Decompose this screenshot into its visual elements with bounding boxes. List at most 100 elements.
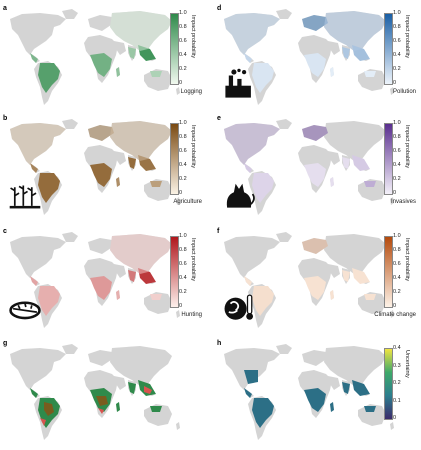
land-na	[224, 236, 280, 278]
land-nz	[176, 87, 180, 95]
land-arab	[114, 376, 126, 390]
globe-thermometer-icon	[224, 294, 254, 320]
impact-region-asia	[110, 234, 172, 274]
impact-region-afr	[304, 53, 326, 77]
colorbar-tick-label: 0.4	[179, 275, 187, 281]
impact-region-ca	[244, 163, 252, 173]
colorbar-tick-label: 0.6	[179, 38, 187, 44]
colorbar-title: Impact probability	[190, 15, 196, 59]
land-aus	[144, 292, 172, 314]
land-nz	[390, 310, 394, 318]
impact-region-sea	[352, 268, 370, 284]
colorbar-tick-label: 0.2	[393, 380, 401, 386]
colorbar-ticks: 0.4 0.3 0.2 0.1 0	[393, 345, 413, 423]
colorbar-tick-label: 0	[179, 80, 183, 86]
land-na	[10, 13, 66, 55]
land-aus	[144, 179, 172, 201]
colorbar-tick-label: 0.2	[393, 66, 401, 72]
world-map	[10, 344, 180, 440]
impact-region-mad	[116, 290, 120, 300]
colorbar-tick-label: 0.6	[393, 38, 401, 44]
colorbar-tick-label: 1.0	[179, 120, 187, 126]
land-greenland	[276, 9, 292, 19]
land-eur	[88, 15, 114, 31]
colorbar-title: Impact probability	[404, 125, 410, 169]
impact-region-india	[342, 47, 350, 59]
colorbar-tick-label: 0.6	[393, 148, 401, 154]
land-arab	[114, 151, 126, 165]
colorbar-tick-label: 1.0	[393, 120, 401, 126]
land-nz	[176, 422, 180, 430]
impact-region-mad	[330, 290, 334, 300]
colorbar-ticks: 1.0 0.8 0.6 0.4 0.2 0	[179, 120, 199, 198]
panel-threat-label: Logging	[180, 89, 202, 95]
combined-region-aus	[150, 406, 162, 412]
panel-logging: a 1.0 0.8 0.6 0.4 0.2 0 Impact probability Logg…	[0, 5, 205, 113]
impact-region-aus	[364, 294, 376, 300]
cat-icon	[226, 183, 255, 208]
colorbar-tick-label: 0.8	[393, 134, 401, 140]
colorbar	[384, 348, 393, 420]
land-arab	[328, 376, 340, 390]
uncertainty-region-ca	[244, 388, 252, 398]
panel-letter: g	[3, 340, 8, 347]
panel-threat-label: Hunting	[181, 312, 202, 318]
colorbar-ticks: 1.0 0.8 0.6 0.4 0.2 0	[393, 10, 413, 88]
impact-region-ca	[30, 53, 38, 63]
colorbar-tick-label: 0	[393, 415, 397, 421]
land-greenland	[276, 344, 292, 354]
colorbar	[170, 236, 179, 308]
colorbar-tick-label: 0.4	[393, 162, 401, 168]
land-aus	[144, 69, 172, 91]
crops-icon	[9, 185, 41, 209]
land-na	[224, 348, 280, 390]
colorbar-tick-label: 0.6	[179, 261, 187, 267]
impact-region-na	[224, 13, 280, 55]
impact-region-aus	[150, 294, 162, 300]
land-greenland	[276, 232, 292, 242]
colorbar-tick-label: 1.0	[179, 10, 187, 16]
colorbar-tick-label: 1.0	[393, 233, 401, 239]
colorbar	[170, 123, 179, 195]
impact-region-aus	[364, 181, 376, 187]
colorbar-tick-label: 0.8	[393, 24, 401, 30]
land-nz	[176, 310, 180, 318]
combined-region-sa-south	[40, 418, 46, 426]
panel-pollution: d 1.0 0.8 0.6 0.4 0.2 0 Impact probability Poll…	[214, 5, 419, 113]
colorbar-tick-label: 0.2	[179, 176, 187, 182]
panel-invasives: e 1.0 0.8 0.6 0.4 0.2 0 Impact probability Inva…	[214, 115, 419, 223]
impact-region-mad	[330, 67, 334, 77]
world-map	[10, 232, 180, 328]
impact-region-ca	[30, 163, 38, 173]
impact-region-sa	[252, 173, 274, 203]
colorbar-tick-label: 0.3	[393, 362, 401, 369]
impact-region-sa	[252, 286, 274, 316]
impact-region-aus	[150, 181, 162, 187]
panel-combined-threats: g	[0, 340, 205, 448]
colorbar-tick-label: 0.8	[179, 247, 187, 253]
impact-region-mad	[116, 177, 120, 187]
impact-region-india	[128, 270, 136, 282]
colorbar-tick-label: 0	[179, 303, 183, 309]
world-map	[10, 9, 180, 105]
impact-region-aus	[150, 71, 162, 77]
impact-region-sa	[252, 63, 274, 93]
impact-region-eur	[302, 15, 328, 31]
colorbar	[384, 236, 393, 308]
panel-threat-label: Agriculture	[173, 199, 202, 205]
uncertainty-region-sa	[252, 398, 274, 428]
land-aus	[358, 69, 386, 91]
uncertainty-region-mad	[330, 402, 334, 412]
colorbar	[384, 13, 393, 85]
colorbar-tick-label: 0	[179, 190, 183, 196]
colorbar-title: Impact probability	[190, 125, 196, 169]
panel-letter: b	[3, 115, 8, 122]
colorbar-tick-label: 1.0	[179, 233, 187, 239]
uncertainty-region-india	[342, 382, 350, 394]
panel-agriculture: b 1.0 0.8 0.6 0.4 0.2 0 Impact probability Agri…	[0, 115, 205, 223]
land-nz	[390, 87, 394, 95]
impact-region-ca	[30, 276, 38, 286]
uncertainty-region-sea	[352, 380, 370, 396]
colorbar-ticks: 1.0 0.8 0.6 0.4 0.2 0	[179, 233, 199, 311]
impact-region-na	[224, 123, 280, 165]
